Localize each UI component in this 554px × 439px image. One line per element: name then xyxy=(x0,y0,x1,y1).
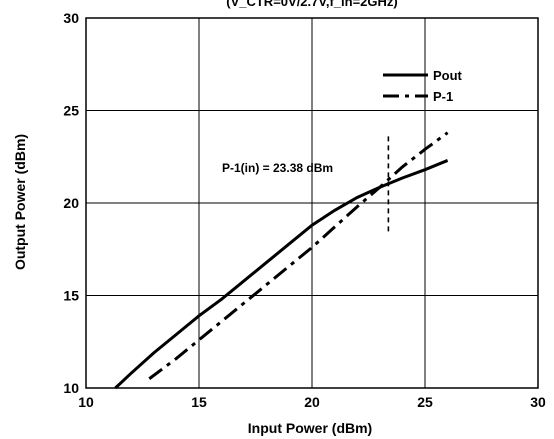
y-axis-label: Output Power (dBm) xyxy=(12,134,28,270)
y-axis-ticks: 10 15 20 25 30 xyxy=(63,10,79,396)
y-tick-label: 10 xyxy=(63,380,79,396)
y-tick-label: 30 xyxy=(63,10,79,26)
x-tick-label: 25 xyxy=(417,394,433,410)
y-tick-label: 25 xyxy=(63,103,79,119)
legend-label: P-1 xyxy=(433,89,453,104)
x-tick-label: 15 xyxy=(191,394,207,410)
legend-label: Pout xyxy=(433,68,463,83)
p1-annotation: P-1(in) = 23.38 dBm xyxy=(222,161,333,175)
chart-title: (V_CTR=0V/2.7V,f_in=2GHz) xyxy=(226,0,397,9)
x-tick-label: 30 xyxy=(530,394,546,410)
grid xyxy=(86,18,538,388)
x-tick-label: 10 xyxy=(78,394,94,410)
x-tick-label: 20 xyxy=(304,394,320,410)
x-axis-label: Input Power (dBm) xyxy=(248,420,372,436)
legend: Pout P-1 xyxy=(383,68,463,104)
y-tick-label: 20 xyxy=(63,195,79,211)
y-tick-label: 15 xyxy=(63,288,79,304)
x-axis-ticks: 10 15 20 25 30 xyxy=(78,394,546,410)
